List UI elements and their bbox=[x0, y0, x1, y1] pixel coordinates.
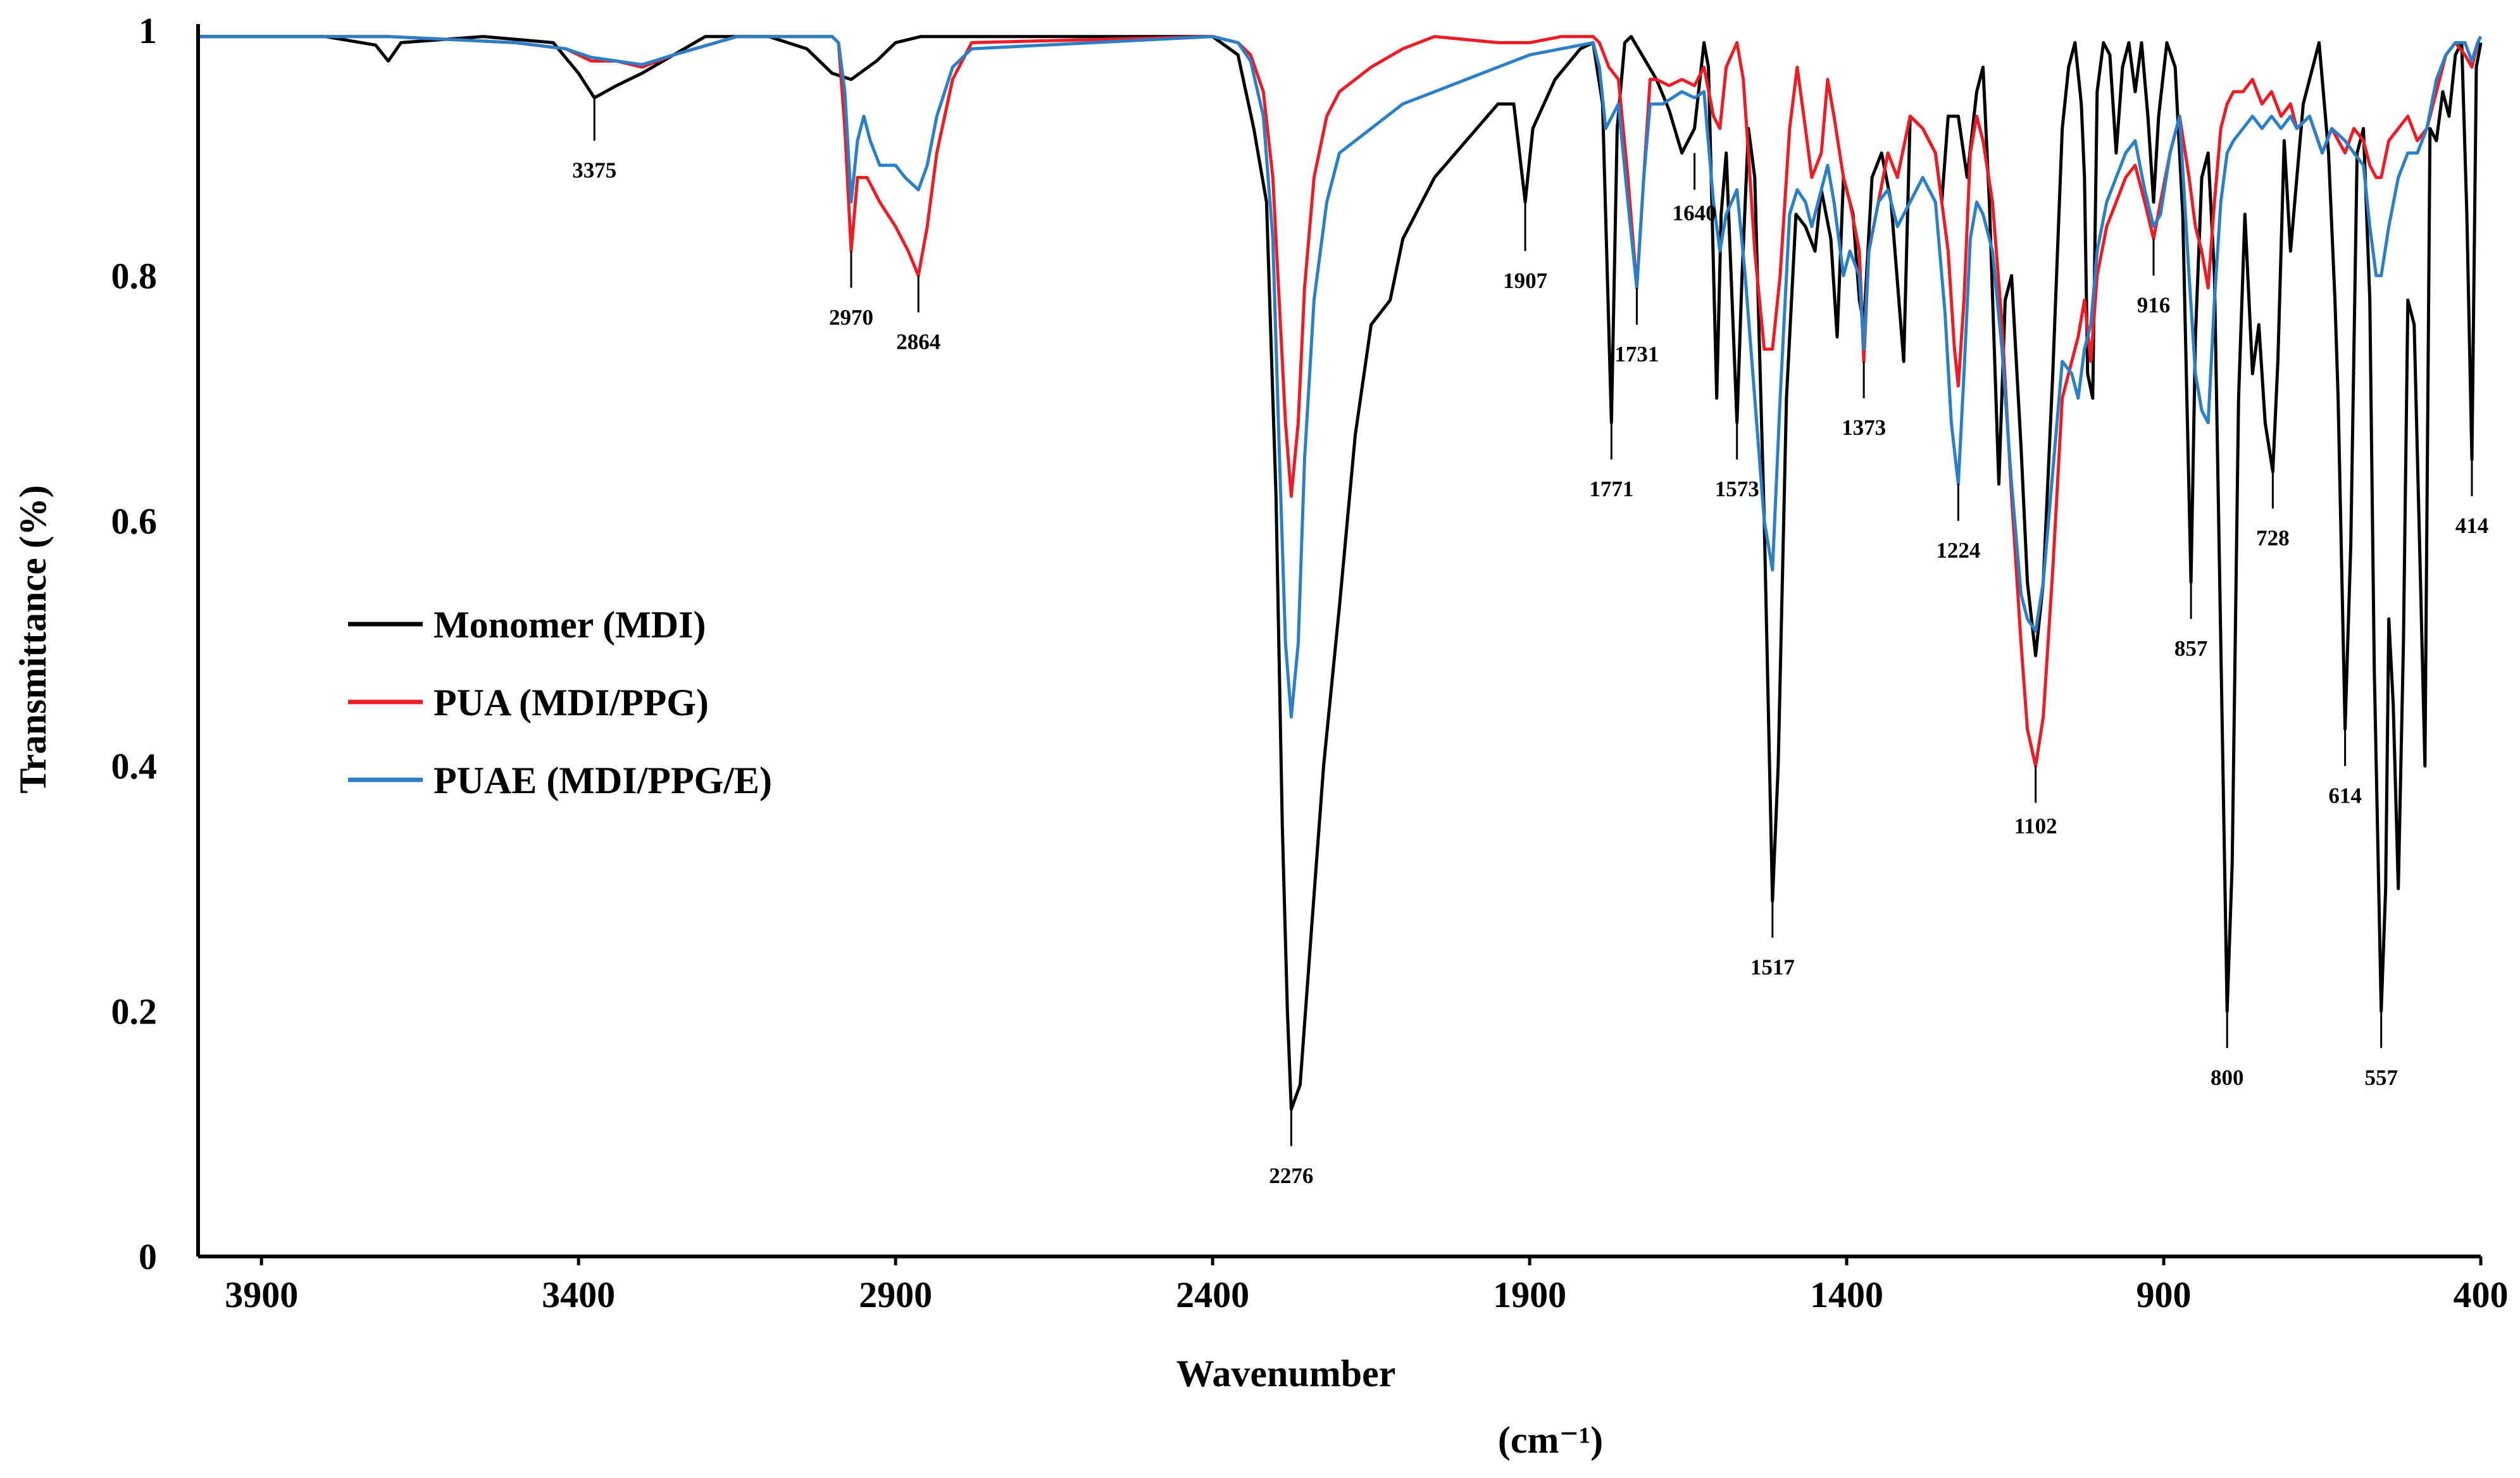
peak-label: 1517 bbox=[1750, 955, 1795, 979]
legend-label-pua: PUA (MDI/PPG) bbox=[434, 682, 709, 723]
peak-label: 2970 bbox=[829, 305, 873, 330]
y-tick-label: 0.8 bbox=[111, 255, 158, 296]
x-tick-label: 2900 bbox=[859, 1274, 932, 1315]
peak-label: 1907 bbox=[1503, 268, 1547, 293]
y-tick-label: 0 bbox=[139, 1236, 157, 1277]
series-line-puae bbox=[198, 35, 2483, 719]
x-tick-label: 1900 bbox=[1493, 1274, 1566, 1315]
peak-label: 857 bbox=[2174, 636, 2208, 661]
peak-label: 800 bbox=[2211, 1065, 2244, 1090]
peak-label: 1102 bbox=[2014, 814, 2057, 839]
peak-label: 557 bbox=[2364, 1065, 2398, 1090]
y-tick-label: 0.2 bbox=[111, 991, 158, 1032]
peak-label: 1771 bbox=[1589, 477, 1633, 501]
legend-label-puae: PUAE (MDI/PPG/E) bbox=[434, 760, 772, 801]
peak-label: 2276 bbox=[1269, 1163, 1313, 1188]
x-tick-label: 3400 bbox=[542, 1274, 615, 1315]
x-tick-label: 900 bbox=[2136, 1274, 2192, 1315]
legend: Monomer (MDI) PUA (MDI/PPG) PUAE (MDI/PP… bbox=[348, 604, 772, 801]
x-tick-label: 3900 bbox=[225, 1274, 298, 1315]
peak-label: 1373 bbox=[1842, 415, 1886, 440]
x-axis-title: Wavenumber bbox=[1176, 1353, 1396, 1394]
peak-label: 3375 bbox=[572, 158, 616, 182]
series-line-pua bbox=[198, 35, 2483, 768]
x-axis-unit: (cm⁻¹) bbox=[1498, 1419, 1603, 1461]
peak-label: 1573 bbox=[1715, 477, 1759, 501]
peak-label: 2864 bbox=[896, 330, 940, 354]
legend-label-monomer: Monomer (MDI) bbox=[434, 604, 706, 646]
x-tick-label: 2400 bbox=[1176, 1274, 1249, 1315]
y-tick-label: 0.6 bbox=[111, 501, 158, 542]
y-ticks: 0 0.2 0.4 0.6 0.8 1 bbox=[111, 10, 158, 1277]
peak-label: 1640 bbox=[1673, 201, 1717, 225]
series-line-monomer bbox=[198, 35, 2483, 1112]
peak-label: 916 bbox=[2137, 293, 2171, 318]
peak-label: 1731 bbox=[1614, 342, 1659, 366]
y-tick-label: 1 bbox=[139, 10, 157, 51]
y-tick-label: 0.4 bbox=[111, 746, 158, 787]
series-layer bbox=[198, 35, 2483, 1112]
x-tick-label: 400 bbox=[2454, 1274, 2509, 1315]
peak-label: 614 bbox=[2328, 783, 2362, 808]
x-ticks: 3900 3400 2900 2400 1900 1400 900 400 bbox=[225, 1256, 2509, 1315]
peak-label: 728 bbox=[2256, 526, 2290, 551]
y-axis-title: Transmittance (%) bbox=[12, 485, 54, 793]
peak-annotations: 3375 2970 2864 2276 1907 1771 1731 1640 1573 1517… bbox=[572, 97, 2489, 1188]
peak-label: 1224 bbox=[1936, 538, 1980, 563]
x-tick-label: 1400 bbox=[1810, 1274, 1883, 1315]
peak-label: 414 bbox=[2455, 513, 2489, 538]
